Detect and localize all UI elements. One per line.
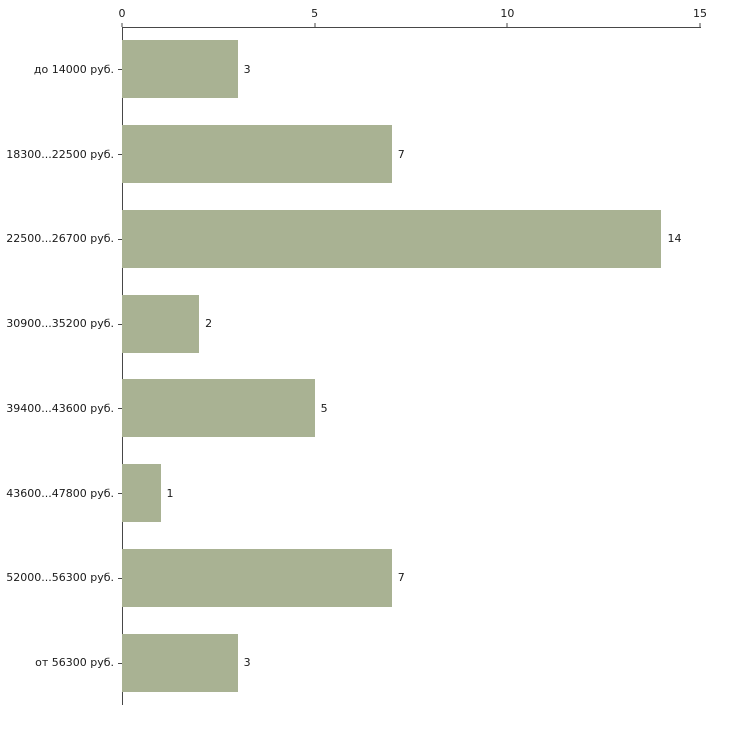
chart-row: 30900...35200 руб. 2 xyxy=(0,281,700,366)
y-axis-line xyxy=(122,27,123,705)
x-tick-mark xyxy=(121,23,123,27)
bar xyxy=(122,294,200,353)
bar xyxy=(122,40,238,99)
bar xyxy=(122,379,315,438)
y-tick-mark xyxy=(118,238,122,240)
bar xyxy=(122,464,161,523)
value-label: 7 xyxy=(397,147,405,161)
value-label: 1 xyxy=(166,486,174,500)
chart-row: 18300...22500 руб. 7 xyxy=(0,112,700,197)
bar-zone: 7 xyxy=(122,536,700,621)
y-tick-mark xyxy=(118,154,122,156)
y-tick-mark xyxy=(118,69,122,71)
x-tick-mark xyxy=(699,23,701,27)
category-label: от 56300 руб. xyxy=(35,656,114,670)
category-label: 43600...47800 руб. xyxy=(6,486,114,500)
chart-row: 52000...56300 руб. 7 xyxy=(0,536,700,621)
bar xyxy=(122,125,392,184)
chart-row: от 56300 руб. 3 xyxy=(0,620,700,705)
x-tick-mark xyxy=(506,23,508,27)
y-tick-mark xyxy=(118,662,122,664)
x-tick-label: 10 xyxy=(500,7,515,20)
chart-row: 39400...43600 руб. 5 xyxy=(0,366,700,451)
x-axis-line xyxy=(122,27,701,28)
x-axis-ticks: 0 5 10 15 xyxy=(118,0,707,27)
bar-zone: 3 xyxy=(122,620,700,705)
value-label: 7 xyxy=(397,571,405,585)
chart-rows: до 14000 руб. 3 18300...22500 руб. 7 22500..… xyxy=(0,27,700,705)
value-label: 3 xyxy=(243,656,251,670)
x-tick-mark xyxy=(314,23,316,27)
bar xyxy=(122,633,238,692)
y-tick-mark xyxy=(118,493,122,495)
bar xyxy=(122,548,392,607)
bar-zone: 2 xyxy=(122,281,700,366)
bar xyxy=(122,209,662,268)
value-label: 5 xyxy=(320,401,328,415)
category-label: 30900...35200 руб. xyxy=(6,317,114,331)
bar-zone: 1 xyxy=(122,451,700,536)
y-tick-mark xyxy=(118,577,122,579)
category-label: 22500...26700 руб. xyxy=(6,232,114,246)
chart-row: 22500...26700 руб. 14 xyxy=(0,197,700,282)
y-tick-mark xyxy=(118,323,122,325)
value-label: 3 xyxy=(243,62,251,76)
value-label: 14 xyxy=(667,232,682,246)
category-label: 39400...43600 руб. xyxy=(6,401,114,415)
y-tick-mark xyxy=(118,408,122,410)
chart-row: 43600...47800 руб. 1 xyxy=(0,451,700,536)
x-tick-label: 15 xyxy=(693,7,707,20)
bar-zone: 5 xyxy=(122,366,700,451)
chart-row: до 14000 руб. 3 xyxy=(0,27,700,112)
x-tick-label: 5 xyxy=(311,7,319,20)
bar-zone: 7 xyxy=(122,112,700,197)
value-label: 2 xyxy=(205,317,213,331)
bar-zone: 14 xyxy=(122,197,700,282)
bar-zone: 3 xyxy=(122,27,700,112)
category-label: до 14000 руб. xyxy=(33,62,114,76)
category-label: 52000...56300 руб. xyxy=(6,571,114,585)
x-tick-label: 0 xyxy=(118,7,126,20)
category-label: 18300...22500 руб. xyxy=(6,147,114,161)
